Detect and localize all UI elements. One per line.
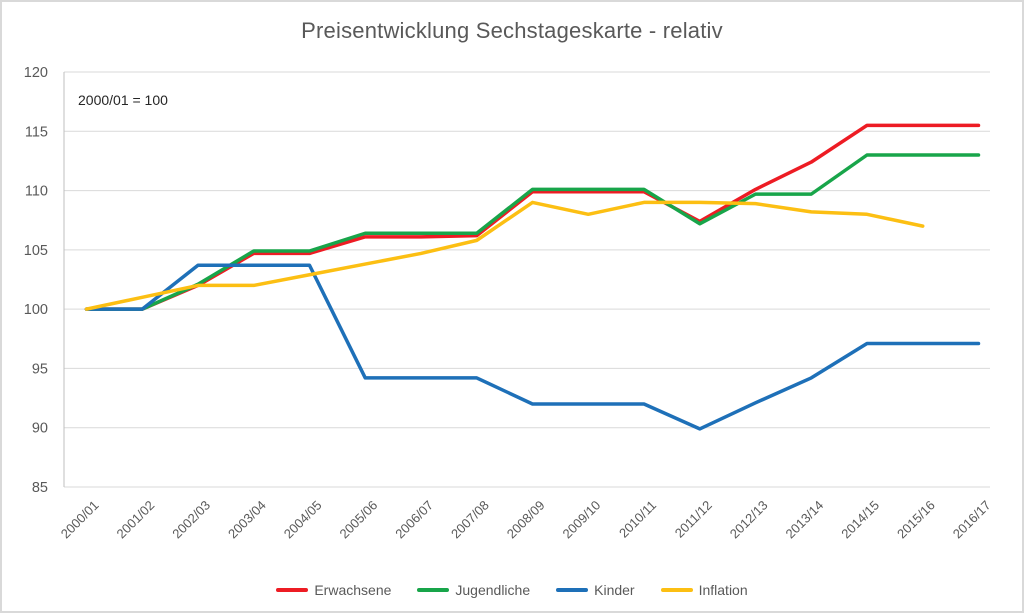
y-axis-tick-label: 115 <box>25 124 48 140</box>
x-axis-tick-label: 2008/09 <box>504 498 548 542</box>
legend-label-kinder: Kinder <box>594 582 635 598</box>
x-axis-tick-label: 2012/13 <box>727 498 771 542</box>
legend-swatch-erwachsene <box>276 588 309 592</box>
x-axis-tick-label: 2002/03 <box>169 498 213 542</box>
legend-swatch-jugendliche <box>417 588 450 592</box>
y-axis-tick-label: 100 <box>24 302 48 318</box>
x-axis-tick-label: 2010/11 <box>616 498 659 541</box>
chart-title: Preisentwicklung Sechstageskarte - relat… <box>301 18 723 43</box>
x-axis-tick-label: 2005/06 <box>337 498 381 542</box>
legend-label-erwachsene: Erwachsene <box>314 582 392 598</box>
x-axis-tick-label: 2006/07 <box>392 498 436 542</box>
x-axis-tick-label: 2011/12 <box>672 498 715 541</box>
y-axis-tick-label: 95 <box>32 361 48 377</box>
x-axis-tick-label: 2009/10 <box>560 498 604 542</box>
x-axis-tick-label: 2014/15 <box>838 498 882 542</box>
legend-item-inflation: Inflation <box>660 582 748 598</box>
x-axis-tick-label: 2004/05 <box>281 498 325 542</box>
series-line-inflation <box>84 200 925 311</box>
legend-swatch-kinder <box>556 588 589 592</box>
legend-item-erwachsene: Erwachsene <box>276 582 391 598</box>
y-axis-tick-label: 120 <box>24 65 48 81</box>
series-line-erwachsene <box>84 123 981 311</box>
y-axis-tick-label: 90 <box>32 421 48 437</box>
x-axis-tick-label: 2013/14 <box>783 498 827 542</box>
legend-item-kinder: Kinder <box>556 582 635 598</box>
series-line-kinder <box>84 263 981 431</box>
chart-annotation: 2000/01 = 100 <box>78 92 168 108</box>
y-axis-tick-label: 105 <box>24 243 48 259</box>
series-line-jugendliche <box>84 153 981 311</box>
x-axis-tick-label: 2007/08 <box>448 498 492 542</box>
legend-item-jugendliche: Jugendliche <box>417 582 530 598</box>
legend-label-jugendliche: Jugendliche <box>455 582 531 598</box>
x-axis-tick-label: 2000/01 <box>58 498 102 542</box>
x-axis-tick-label: 2001/02 <box>114 498 158 542</box>
y-axis-tick-label: 85 <box>32 480 48 496</box>
y-axis-tick-label: 110 <box>25 184 48 200</box>
x-axis-tick-label: 2016/17 <box>950 498 994 542</box>
legend-label-inflation: Inflation <box>698 582 748 598</box>
x-axis-tick-label: 2003/04 <box>225 498 269 542</box>
legend: Erwachsene Jugendliche Kinder Inflation <box>2 582 1022 598</box>
x-axis-tick-label: 2015/16 <box>894 498 938 542</box>
legend-swatch-inflation <box>660 588 693 592</box>
